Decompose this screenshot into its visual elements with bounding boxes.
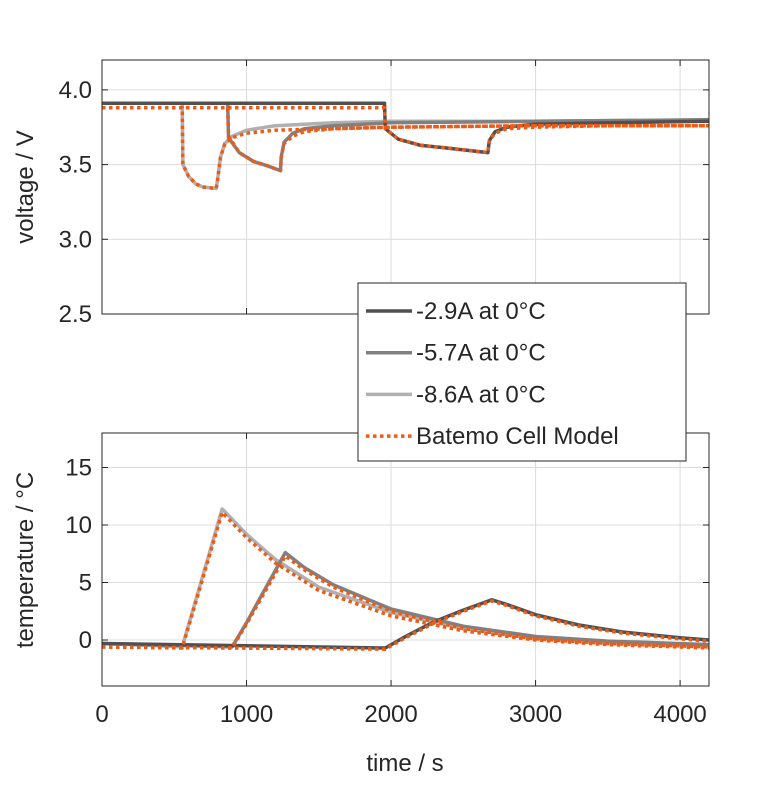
- time-x-label: time / s: [366, 750, 443, 777]
- legend: -2.9A at 0°C -5.7A at 0°C -8.6A at 0°C Bate…: [357, 282, 687, 462]
- legend-label: -2.9A at 0°C: [416, 298, 546, 325]
- legend-label: Batemo Cell Model: [416, 423, 619, 450]
- legend-label: -5.7A at 0°C: [416, 340, 546, 367]
- y-tick-label: 2.5: [59, 301, 92, 328]
- x-tick-label: 1000: [220, 701, 273, 728]
- voltage-axes: 2.5 3.0 3.5 4.0: [59, 59, 710, 328]
- legend-box: [357, 282, 687, 462]
- x-tick-label: 4000: [653, 701, 706, 728]
- voltage-y-label: voltage / V: [12, 130, 39, 243]
- temperature-y-label: temperature / °C: [12, 472, 39, 648]
- y-tick-label: 15: [65, 455, 92, 482]
- series-line-batemo-cell-model-8.6a-: [101, 510, 710, 650]
- series-line-batemo-cell-model-5.7a-: [102, 106, 709, 173]
- y-tick-label: 0: [79, 627, 92, 654]
- plot-area: [102, 60, 709, 314]
- series-line-batemo-cell-model-2.9a-: [101, 599, 710, 651]
- y-tick-label: 5: [79, 570, 92, 597]
- x-tick-label: 0: [95, 701, 108, 728]
- y-tick-label: 3.5: [59, 152, 92, 179]
- series-line-batemo-cell-model-2.9a-: [102, 106, 709, 155]
- x-tick-label: 2000: [364, 701, 417, 728]
- x-tick-label: 3000: [509, 701, 562, 728]
- temperature-axes: 0 1000 2000 3000 4000 0 5 10 15: [65, 432, 710, 728]
- legend-label: -8.6A at 0°C: [416, 381, 546, 408]
- y-tick-label: 4.0: [59, 77, 92, 104]
- y-tick-label: 3.0: [59, 226, 92, 253]
- y-tick-label: 10: [65, 512, 92, 539]
